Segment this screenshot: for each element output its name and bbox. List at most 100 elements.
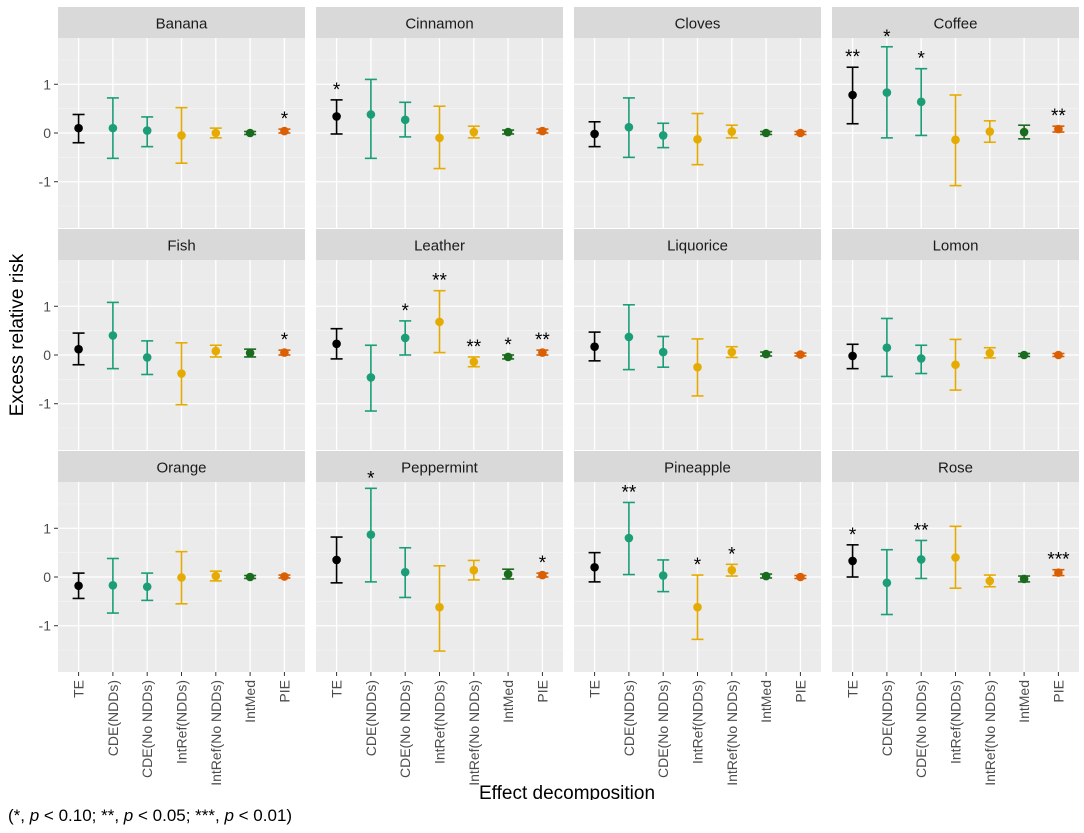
point-estimate — [1054, 568, 1063, 577]
errorbar-cde-no-ndds- — [657, 335, 670, 368]
errorbar-pie — [278, 572, 291, 581]
facet-liquorice: Liquorice — [574, 229, 821, 450]
significance-marker: ** — [466, 337, 481, 358]
point-estimate — [916, 354, 926, 363]
facet-strip-label: Liquorice — [667, 238, 728, 255]
errorbar-cde-ndds- — [622, 304, 635, 371]
y-tick-label: -1 — [39, 396, 52, 412]
x-tick-label: IntRef(NDDs) — [690, 680, 706, 764]
y-axis-title: Excess relative risk — [7, 253, 28, 416]
footnote-t3: < 0.01) — [233, 806, 293, 825]
facet-cloves: Cloves — [574, 7, 821, 228]
x-tick-label: CDE(NDDs) — [879, 680, 895, 756]
errorbar-cde-no-ndds- — [399, 546, 412, 599]
errorbar-cde-ndds- — [106, 301, 119, 370]
errorbar-cde-no-ndds- — [915, 344, 928, 375]
errorbar-intref-no-ndds- — [983, 120, 996, 144]
point-estimate — [624, 122, 634, 132]
point-estimate — [727, 565, 737, 575]
point-estimate — [658, 571, 668, 580]
errorbar-intref-no-ndds- — [467, 125, 480, 139]
errorbar-te: ** — [845, 47, 861, 125]
point-estimate — [1019, 350, 1029, 360]
errorbar-intref-ndds- — [175, 342, 188, 406]
errorbar-intref-ndds- — [691, 112, 704, 166]
point-estimate — [796, 350, 805, 359]
point-estimate — [658, 131, 668, 140]
x-tick-label: IntRef(NDDs) — [948, 680, 964, 764]
x-tick-label: IntMed — [242, 680, 258, 723]
point-estimate — [245, 128, 255, 138]
errorbar-te: * — [330, 80, 343, 135]
point-estimate — [177, 131, 186, 140]
errorbar-intmed — [1018, 574, 1031, 584]
facet-strip-label: Rose — [938, 460, 973, 477]
facet-peppermint: Peppermint TE CDE(NDDs) CDE(No NDDs) IntRef(… — [316, 451, 563, 786]
significance-marker: * — [401, 301, 409, 322]
errorbar-intref-ndds-: * — [691, 555, 704, 641]
point-estimate — [590, 562, 599, 572]
facet-strip — [316, 7, 563, 38]
errorbar-cde-ndds- — [880, 317, 893, 378]
errorbar-intmed — [760, 349, 773, 359]
point-estimate — [366, 373, 376, 382]
facet-strip-label: Cloves — [675, 16, 721, 33]
x-tick-label: CDE(No NDDs) — [913, 680, 929, 778]
point-estimate — [796, 128, 805, 138]
x-tick-label: PIE — [792, 680, 808, 703]
facet-strip-label: Fish — [167, 238, 195, 255]
facet-fish: Fish -1 0 1 * — [39, 229, 305, 450]
y-tick-label: 0 — [43, 347, 51, 363]
facet-strip — [574, 7, 821, 38]
errorbar-cde-ndds-: ** — [621, 482, 637, 576]
point-estimate — [332, 112, 341, 121]
point-estimate — [848, 351, 857, 361]
point-estimate — [142, 582, 152, 592]
point-estimate — [848, 90, 857, 100]
point-estimate — [74, 581, 83, 591]
significance-marker: * — [694, 555, 702, 576]
errorbar-te — [72, 113, 85, 144]
errorbar-cde-ndds-: * — [880, 27, 893, 139]
errorbar-intmed — [760, 571, 773, 581]
faceted-errorbar-chart: Banana-101*Cinnamon*Cloves Coffee******Fi… — [7, 7, 1079, 800]
errorbar-intref-ndds- — [949, 338, 962, 391]
x-tick-label: CDE(NDDs) — [105, 680, 121, 756]
point-estimate — [624, 332, 634, 342]
point-estimate — [727, 347, 737, 357]
point-estimate — [503, 569, 513, 579]
point-estimate — [469, 127, 479, 137]
point-estimate — [590, 129, 599, 139]
panels-layer: Banana-101*Cinnamon*Cloves Coffee******Fi… — [39, 7, 1079, 786]
point-estimate — [177, 369, 186, 378]
point-estimate — [658, 347, 668, 357]
point-estimate — [951, 135, 960, 145]
x-tick-label: IntRef(No NDDs) — [982, 680, 998, 786]
facet-strip — [832, 229, 1079, 260]
significance-marker: * — [917, 49, 925, 70]
errorbar-cde-no-ndds-: ** — [914, 520, 929, 580]
errorbar-te — [588, 551, 601, 583]
errorbar-pie: * — [536, 553, 549, 580]
point-estimate — [882, 343, 892, 352]
point-estimate — [916, 97, 926, 107]
errorbar-cde-no-ndds- — [141, 116, 154, 148]
point-estimate — [108, 123, 118, 133]
x-tick-label: IntRef(NDDs) — [432, 680, 448, 764]
errorbar-cde-no-ndds-: * — [399, 301, 412, 356]
y-tick-label: 0 — [43, 125, 51, 141]
point-estimate — [916, 555, 926, 564]
errorbar-te — [72, 572, 85, 600]
errorbar-cde-no-ndds- — [399, 101, 412, 138]
errorbar-intmed — [244, 128, 257, 138]
point-estimate — [882, 578, 892, 588]
point-estimate — [951, 360, 960, 370]
point-estimate — [693, 602, 702, 612]
y-tick-label: -1 — [39, 618, 52, 634]
point-estimate — [366, 530, 376, 539]
errorbar-intref-no-ndds- — [983, 574, 996, 588]
errorbar-intmed — [244, 572, 257, 582]
footnote-open: (*, — [8, 806, 30, 825]
point-estimate — [142, 126, 152, 135]
errorbar-pie — [1052, 350, 1065, 360]
